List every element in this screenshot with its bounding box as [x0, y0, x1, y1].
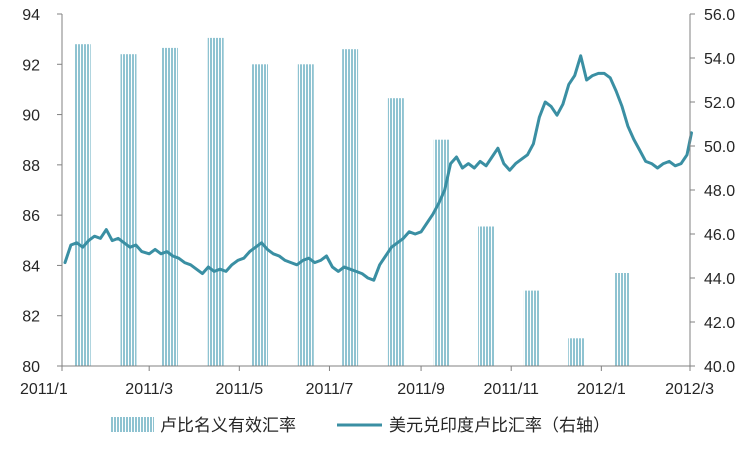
line-series — [63, 54, 693, 282]
left-tick-label: 94 — [22, 7, 40, 24]
right-tick-label: 48.0 — [704, 183, 735, 200]
left-tick-label: 88 — [22, 158, 40, 175]
left-tick-label: 92 — [22, 57, 40, 74]
bar-2011-4 — [207, 37, 224, 367]
bar-2012-1 — [614, 273, 630, 366]
right-tick-label: 42.0 — [704, 315, 735, 332]
x-tick-label: 2011/1 — [20, 381, 68, 398]
bar-2011-11 — [523, 290, 540, 366]
bar-2011-2 — [120, 54, 137, 366]
legend-bar-label: 卢比名义有效汇率 — [160, 416, 296, 435]
bar-2011-10 — [478, 226, 495, 366]
right-tick-label: 46.0 — [704, 227, 735, 244]
legend-bar-swatch — [110, 417, 154, 432]
bar-series — [74, 37, 630, 367]
x-tick-label: 2011/7 — [306, 381, 354, 398]
right-tick-label: 54.0 — [704, 51, 735, 68]
x-tick-label: 2011/11 — [483, 381, 539, 398]
bar-2011-8 — [387, 98, 404, 366]
legend-line-label: 美元兑印度卢比汇率（右轴） — [389, 416, 610, 435]
x-tick-label: 2012/1 — [577, 381, 626, 398]
right-tick-label: 44.0 — [704, 271, 735, 288]
left-axis-ticks: 80 82 84 86 88 90 92 94 — [22, 7, 62, 376]
x-tick-label: 2012/3 — [665, 381, 714, 398]
bar-2011-7 — [342, 49, 359, 366]
right-axis-ticks: 40.0 42.0 44.0 46.0 48.0 50.0 52.0 54.0 56.0 — [690, 7, 735, 376]
left-tick-label: 84 — [22, 258, 40, 275]
right-tick-label: 40.0 — [704, 359, 735, 376]
legend: 卢比名义有效汇率 美元兑印度卢比汇率（右轴） — [110, 416, 610, 435]
bar-2011-9 — [433, 139, 450, 366]
bar-2011-5 — [252, 64, 268, 367]
plot-area — [63, 37, 693, 367]
x-axis-ticks: 2011/1 2011/3 2011/5 2011/7 2011/9 2011/11 201… — [20, 366, 714, 398]
left-tick-label: 90 — [22, 108, 40, 125]
bar-2011-12 — [568, 338, 585, 366]
x-tick-label: 2011/5 — [215, 381, 263, 398]
left-tick-label: 86 — [22, 208, 40, 225]
x-tick-label: 2011/9 — [397, 381, 445, 398]
bar-2011-3 — [161, 47, 178, 367]
bar-2011-6 — [297, 64, 314, 367]
left-tick-label: 82 — [22, 309, 40, 326]
axes: 80 82 84 86 88 90 92 94 40.0 42.0 44.0 46.0 48.0 50.… — [20, 7, 735, 398]
x-tick-label: 2011/3 — [125, 381, 173, 398]
left-tick-label: 80 — [22, 359, 40, 376]
bar-2011-1 — [74, 44, 91, 366]
right-tick-label: 52.0 — [704, 95, 735, 112]
right-tick-label: 56.0 — [704, 7, 735, 24]
right-tick-label: 50.0 — [704, 139, 735, 156]
